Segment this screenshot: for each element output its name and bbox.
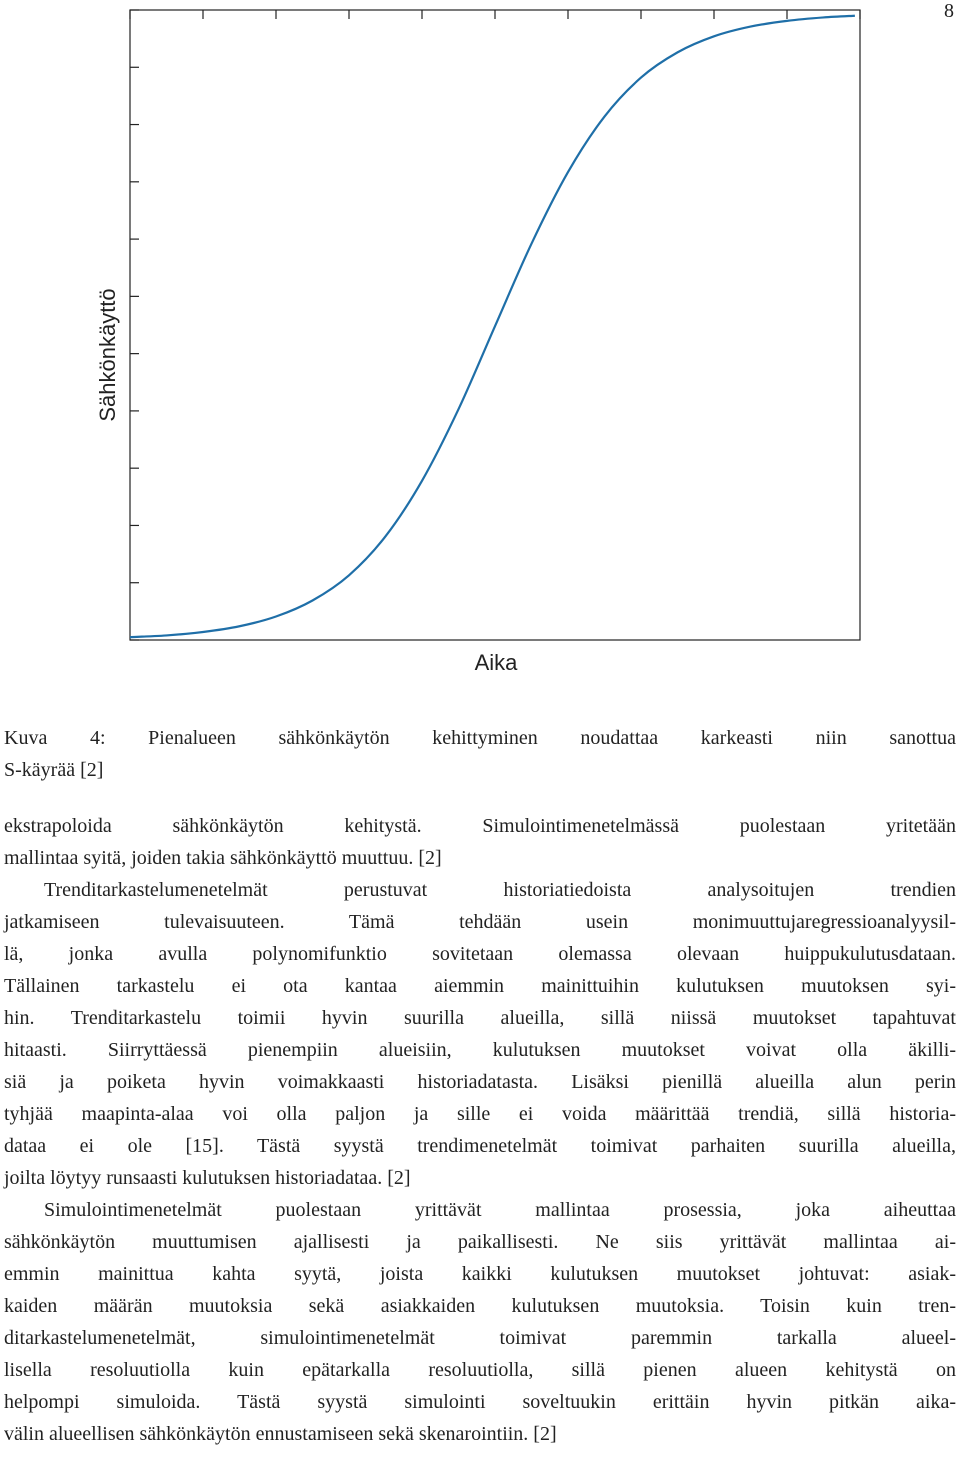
text-line: Simulointimenetelmät puolestaan yrittävä… xyxy=(44,1199,956,1221)
text-line: tyhjää maapinta-alaa voi olla paljon ja … xyxy=(4,1103,956,1125)
text-line: helpompi simuloida. Tästä syystä simuloi… xyxy=(4,1391,956,1413)
y-axis-label: Sähkönkäyttö xyxy=(95,288,120,421)
text-line: joilta löytyy runsaasti kulutuksen histo… xyxy=(4,1167,411,1189)
body-text: ekstrapoloida sähkönkäytön kehitystä. Si… xyxy=(4,810,956,1450)
caption: Kuva 4: Pienalueen sähkönkäytön kehittym… xyxy=(4,722,956,786)
text-line: ditarkastelumenetelmät, simulointimenete… xyxy=(4,1327,956,1349)
text-line: lä, jonka avulla polynomifunktio sovitet… xyxy=(4,943,956,965)
text-line: Tällainen tarkastelu ei ota kantaa aiemm… xyxy=(4,975,956,997)
text-line: hitaasti. Siirryttäessä pienempiin aluei… xyxy=(4,1039,956,1061)
text-line: siä ja poiketa hyvin voimakkaasti histor… xyxy=(4,1071,956,1093)
x-axis-label: Aika xyxy=(475,650,519,675)
text-line: Kuva 4: Pienalueen sähkönkäytön kehittym… xyxy=(4,727,956,749)
chart: Aika Sähkönkäyttö xyxy=(95,9,861,675)
text-line: Trenditarkastelumenetelmät perustuvat hi… xyxy=(44,879,956,901)
text-line: dataa ei ole [15]. Tästä syystä trendime… xyxy=(4,1135,956,1157)
text-line: S-käyrää [2] xyxy=(4,759,104,781)
text-line: ekstrapoloida sähkönkäytön kehitystä. Si… xyxy=(4,815,956,837)
text-line: emmin mainittua kahta syytä, joista kaik… xyxy=(4,1263,956,1285)
text-line: välin alueellisen sähkönkäytön ennustami… xyxy=(4,1423,557,1445)
text-line: hin. Trenditarkastelu toimii hyvin suuri… xyxy=(4,1007,956,1029)
text-line: sähkönkäytön muuttumisen ajallisesti ja … xyxy=(4,1231,956,1253)
page-number: 8 xyxy=(944,0,954,22)
curve xyxy=(129,14,855,639)
text-line: lisella resoluutiolla kuin epätarkalla r… xyxy=(4,1359,956,1381)
text-line: mallintaa syitä, joiden takia sähkönkäyt… xyxy=(4,847,442,869)
text-line: kaiden määrän muutoksia sekä asiakkaiden… xyxy=(4,1295,956,1317)
text-line: jatkamiseen tulevaisuuteen. Tämä tehdään… xyxy=(4,911,956,933)
